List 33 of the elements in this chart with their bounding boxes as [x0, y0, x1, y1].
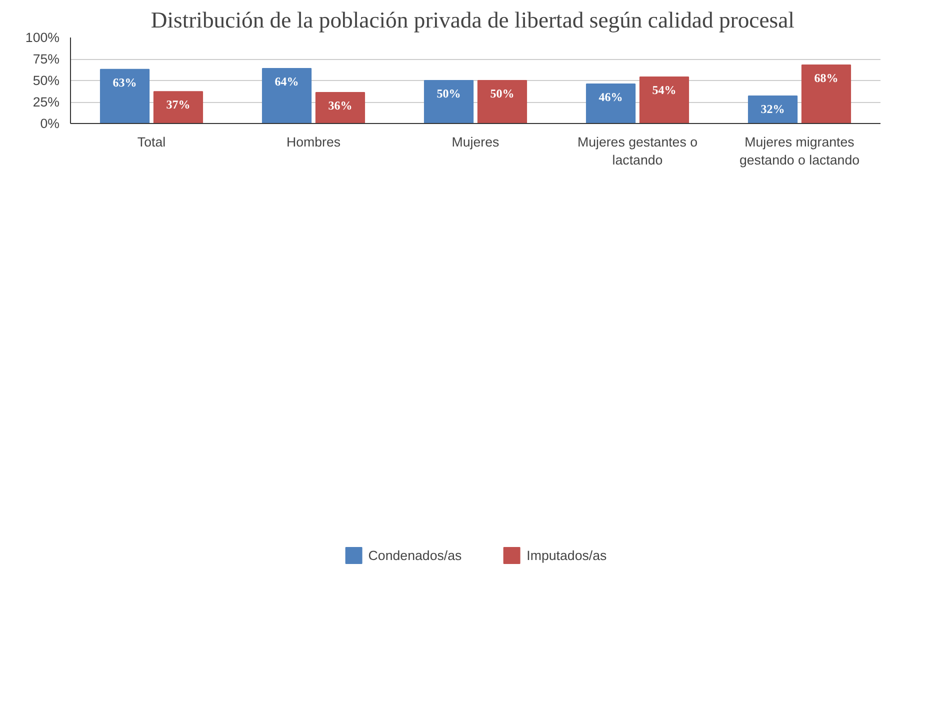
bar — [586, 83, 636, 124]
data-label: 63% — [112, 75, 137, 90]
bar — [315, 92, 366, 124]
chart-title: Distribución de la población privada de libertad según calidad procesal — [150, 8, 794, 32]
data-label: 68% — [814, 71, 838, 86]
data-label: 50% — [490, 86, 514, 100]
data-label: 50% — [436, 86, 461, 100]
bar — [100, 68, 150, 124]
x-tick-label: Mujeres — [452, 134, 500, 150]
data-label: 54% — [652, 83, 676, 98]
x-tick-label: Hombres — [286, 134, 341, 150]
bar — [153, 91, 204, 124]
y-tick-label: 0% — [40, 116, 60, 131]
bar — [477, 80, 528, 124]
x-tick-label: Mujeres migrantes gestando o lactando — [739, 134, 860, 168]
y-tick-label: 25% — [32, 94, 60, 110]
data-label: 37% — [166, 98, 190, 112]
y-tick-label: 75% — [32, 52, 60, 66]
legend-label: Imputados/as — [526, 548, 607, 562]
y-tick-label: 100% — [25, 30, 60, 45]
bar — [424, 80, 474, 124]
bar — [262, 68, 312, 124]
y-tick-label: 50% — [32, 73, 60, 88]
data-label: 64% — [274, 74, 299, 88]
data-label: 36% — [328, 98, 352, 113]
bar — [748, 95, 798, 124]
data-label: 32% — [760, 102, 785, 116]
x-tick-label: Mujeres gestantes o lactando — [577, 134, 698, 168]
bar — [801, 64, 852, 124]
legend-label: Condenados/as — [368, 548, 462, 562]
data-label: 46% — [598, 90, 623, 104]
bar — [639, 76, 690, 124]
x-tick-label: Total — [137, 134, 166, 150]
